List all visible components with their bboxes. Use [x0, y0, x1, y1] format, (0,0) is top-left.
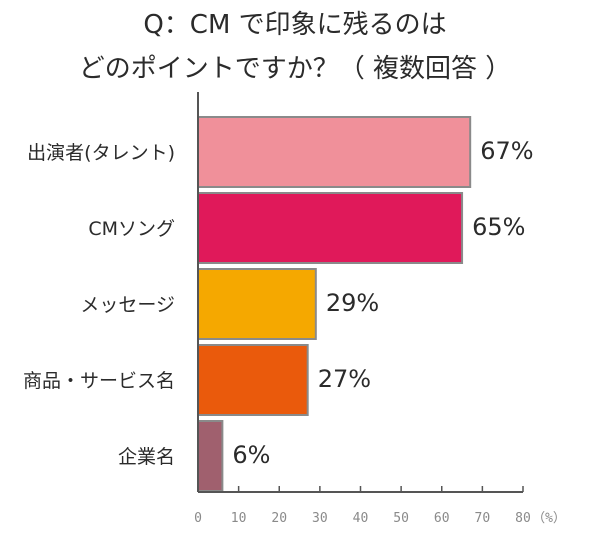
bar-4 — [197, 420, 224, 492]
bar-2 — [197, 268, 317, 340]
value-labels: 67% 65% 29% 27% 6% — [232, 137, 533, 469]
x-tick-label-3: 30 — [312, 511, 328, 526]
chart-title-line1: Q：CM で印象に残るのは — [143, 10, 446, 40]
category-label-4: 企業名 — [118, 446, 175, 468]
value-label-2: 29% — [326, 289, 379, 317]
bar-1 — [197, 192, 464, 264]
x-tick-label-6: 60 — [434, 511, 450, 526]
value-label-3: 27% — [318, 365, 371, 393]
bar-0 — [197, 116, 472, 188]
bars-group — [197, 116, 472, 492]
value-label-4: 6% — [232, 441, 270, 469]
bar-3 — [197, 344, 309, 416]
category-label-3: 商品・サービス名 — [23, 370, 175, 392]
x-axis-unit: （%） — [532, 511, 566, 526]
value-label-1: 65% — [472, 213, 525, 241]
category-label-1: CMソング — [88, 218, 175, 240]
x-tick-label-2: 20 — [271, 511, 287, 526]
x-tick-label-0: 0 — [194, 511, 202, 526]
x-tick-label-4: 40 — [353, 511, 369, 526]
category-label-2: メッセージ — [80, 294, 175, 316]
x-tick-label-5: 50 — [393, 511, 409, 526]
category-label-0: 出演者(タレント) — [27, 142, 175, 164]
x-tick-label-7: 70 — [475, 511, 491, 526]
value-label-0: 67% — [480, 137, 533, 165]
x-axis-ticks: 0 10 20 30 40 50 60 70 80 — [194, 486, 531, 526]
chart-title-line2: どのポイントですか？（ 複数回答 ） — [79, 54, 512, 84]
x-tick-label-1: 10 — [231, 511, 247, 526]
x-tick-label-8: 80 — [515, 511, 531, 526]
